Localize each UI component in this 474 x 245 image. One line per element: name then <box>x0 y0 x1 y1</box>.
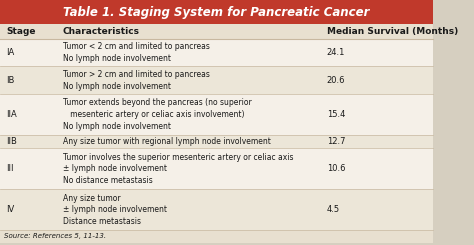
Text: IB: IB <box>7 76 15 85</box>
Text: Source: References 5, 11-13.: Source: References 5, 11-13. <box>4 233 107 239</box>
Text: 10.6: 10.6 <box>327 164 345 173</box>
Text: Median Survival (Months): Median Survival (Months) <box>327 27 458 36</box>
FancyBboxPatch shape <box>0 24 433 39</box>
Text: 24.1: 24.1 <box>327 48 345 57</box>
Text: Stage: Stage <box>7 27 36 36</box>
Text: Table 1. Staging System for Pancreatic Cancer: Table 1. Staging System for Pancreatic C… <box>63 6 370 19</box>
FancyBboxPatch shape <box>0 135 433 148</box>
FancyBboxPatch shape <box>0 230 433 243</box>
Text: Tumor extends beyond the pancreas (no superior
   mesenteric artery or celiac ax: Tumor extends beyond the pancreas (no su… <box>63 98 252 131</box>
Text: 15.4: 15.4 <box>327 110 345 119</box>
Text: Tumor < 2 cm and limited to pancreas
No lymph node involvement: Tumor < 2 cm and limited to pancreas No … <box>63 42 210 63</box>
FancyBboxPatch shape <box>0 0 433 24</box>
Text: IIA: IIA <box>7 110 17 119</box>
Text: Tumor > 2 cm and limited to pancreas
No lymph node involvement: Tumor > 2 cm and limited to pancreas No … <box>63 70 210 91</box>
Text: Any size tumor
± lymph node involvement
Distance metastasis: Any size tumor ± lymph node involvement … <box>63 194 167 226</box>
Text: 4.5: 4.5 <box>327 205 340 214</box>
Text: Any size tumor with regional lymph node involvement: Any size tumor with regional lymph node … <box>63 137 271 146</box>
Text: 12.7: 12.7 <box>327 137 345 146</box>
FancyBboxPatch shape <box>0 94 433 135</box>
FancyBboxPatch shape <box>0 189 433 230</box>
Text: Tumor involves the superior mesenteric artery or celiac axis
± lymph node involv: Tumor involves the superior mesenteric a… <box>63 153 293 185</box>
Text: III: III <box>7 164 14 173</box>
Text: IV: IV <box>7 205 15 214</box>
Text: Characteristics: Characteristics <box>63 27 140 36</box>
Text: 20.6: 20.6 <box>327 76 345 85</box>
FancyBboxPatch shape <box>0 148 433 189</box>
Text: IA: IA <box>7 48 15 57</box>
FancyBboxPatch shape <box>0 66 433 94</box>
FancyBboxPatch shape <box>0 39 433 66</box>
Text: IIB: IIB <box>7 137 18 146</box>
